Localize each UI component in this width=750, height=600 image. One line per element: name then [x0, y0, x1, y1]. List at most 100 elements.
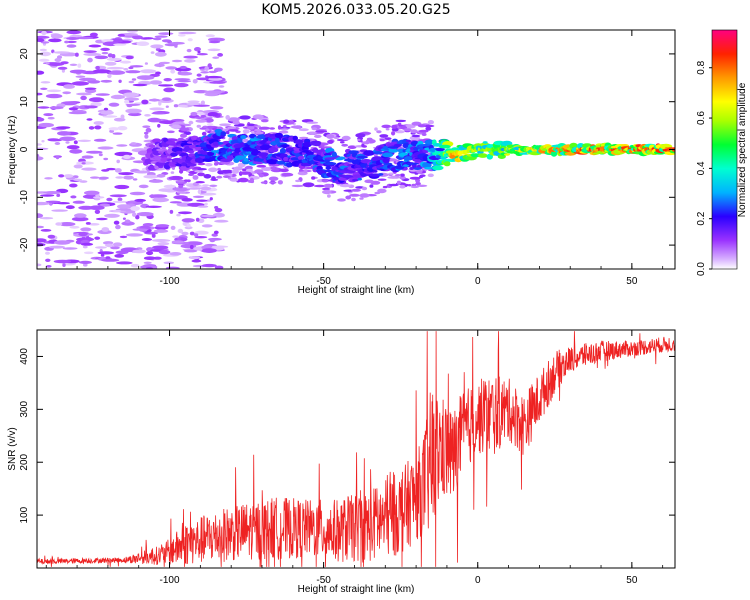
spectrogram-cell — [382, 152, 394, 158]
spectrogram-cell — [148, 98, 161, 102]
spectrogram-cell — [229, 178, 239, 182]
spectrogram-cell — [246, 168, 254, 172]
spectrogram-cell — [55, 155, 60, 160]
spectrogram-cell — [161, 146, 167, 150]
spectrogram-cell — [145, 127, 152, 133]
spectrogram-cell — [269, 181, 277, 184]
spectrogram-cell — [73, 140, 78, 145]
spectrogram-cell — [195, 181, 205, 184]
colorbar: 0.0 0.2 0.4 0.6 0.8 Normalized spectral ampl… — [696, 29, 748, 276]
spectrogram-cell — [425, 126, 432, 131]
colorbar-ticks: 0.0 0.2 0.4 0.6 0.8 — [696, 60, 712, 276]
spectrogram-cell — [114, 184, 130, 190]
spectrogram-cell — [384, 137, 392, 141]
spectrogram-cell — [352, 178, 359, 182]
spectrogram-cell — [417, 124, 426, 128]
spectrogram-cell — [146, 251, 154, 256]
spectrogram-cell — [142, 125, 151, 128]
spectrogram-cell — [311, 176, 316, 180]
snr-x-ticks: -100 -50 0 50 — [45, 330, 664, 586]
figure-title: KOM5.2026.033.05.20.G25 — [261, 2, 450, 18]
spectrogram-cell — [132, 212, 137, 217]
spectrogram-cell — [104, 213, 120, 218]
spectrogram-cell — [202, 184, 210, 187]
spectrogram-cell — [180, 243, 197, 249]
spectrogram-cell — [397, 122, 402, 126]
spectrogram-cell — [44, 177, 53, 180]
spectrogram-cell — [427, 120, 434, 125]
spectrogram-cell — [256, 164, 267, 168]
spectrogram-cell — [395, 144, 402, 147]
spectrogram-cell — [71, 216, 89, 222]
spectrogram-cell — [211, 233, 218, 237]
spectrogram-cell — [114, 254, 125, 258]
spectrogram-cell — [135, 215, 140, 220]
snr-x-tick-label: -50 — [316, 575, 331, 586]
spectrogram-cell — [128, 200, 137, 203]
spectrogram-cell — [208, 40, 221, 44]
spectrogram-cell — [179, 65, 187, 70]
spectrogram-cell — [181, 218, 195, 223]
spectrogram-cell — [98, 176, 110, 180]
spectrogram-cell — [63, 84, 73, 88]
spectrogram-cell — [427, 173, 434, 178]
spectrogram-cell — [363, 150, 375, 156]
spectrogram-cell — [108, 102, 120, 107]
spectrogram-cell — [341, 135, 351, 141]
spectrogram-cell — [188, 120, 194, 125]
spectrogram-cell — [85, 222, 91, 225]
spectrogram-cell — [66, 37, 80, 40]
spectrogram-cell — [369, 184, 374, 188]
spectrogram-cell — [365, 140, 370, 145]
spectrogram-cell — [235, 155, 245, 161]
spectrogram-cell — [40, 87, 48, 91]
spectrogram-cell — [251, 130, 255, 134]
spectrogram-cell — [184, 226, 193, 230]
spectrogram-cell — [240, 135, 247, 139]
spectrogram-cell — [112, 242, 123, 247]
spectrogram-cell — [68, 111, 87, 115]
spectrogram-cell — [239, 171, 252, 175]
spectrogram-cell — [140, 69, 157, 74]
spectrogram-cell — [261, 119, 269, 123]
spectrogram-y-tick-label: -20 — [19, 237, 30, 252]
spectrogram-cell — [39, 217, 54, 220]
spectrogram-cell — [419, 174, 426, 177]
spectrogram-cell — [40, 81, 51, 84]
spectrogram-cell — [209, 184, 218, 187]
spectrogram-cell — [82, 245, 88, 249]
spectrogram-cell — [270, 166, 276, 170]
spectrogram-cell — [45, 62, 50, 65]
spectrogram-cell — [143, 261, 152, 264]
spectrogram-cell — [94, 236, 101, 240]
spectrogram-cell — [60, 101, 78, 106]
spectrogram-cell — [152, 138, 162, 144]
spectrogram-cell — [72, 200, 85, 204]
spectrogram-cell — [283, 156, 289, 162]
spectrogram-cell — [154, 63, 165, 67]
spectrogram-cell — [75, 75, 86, 78]
spectrogram-cell — [112, 209, 122, 213]
spectrogram-cell — [132, 83, 148, 87]
colorbar-tick-label: 0.2 — [696, 211, 707, 225]
spectrogram-cell — [260, 181, 267, 184]
spectrogram-cell — [207, 90, 226, 93]
spectrogram-cell — [274, 137, 280, 144]
spectrogram-cell — [64, 40, 69, 44]
spectrogram-cell — [94, 55, 109, 60]
spectrogram-cell — [88, 223, 100, 226]
spectrogram-cell — [187, 150, 195, 154]
spectrogram-cell — [150, 44, 164, 49]
spectrogram-cell — [90, 102, 102, 107]
spectrogram-x-tick-label: 0 — [475, 276, 481, 287]
spectrogram-cell — [129, 65, 144, 68]
spectrogram-cell — [40, 194, 55, 197]
spectrogram-cell — [58, 222, 76, 227]
spectrogram-marks — [37, 30, 675, 269]
spectrogram-cell — [88, 126, 95, 130]
spectrogram-cell — [49, 106, 64, 110]
spectrogram-cell — [37, 225, 44, 229]
spectrogram-cell — [73, 178, 83, 181]
spectrogram-cell — [62, 263, 66, 267]
spectrogram-cell — [220, 169, 232, 174]
